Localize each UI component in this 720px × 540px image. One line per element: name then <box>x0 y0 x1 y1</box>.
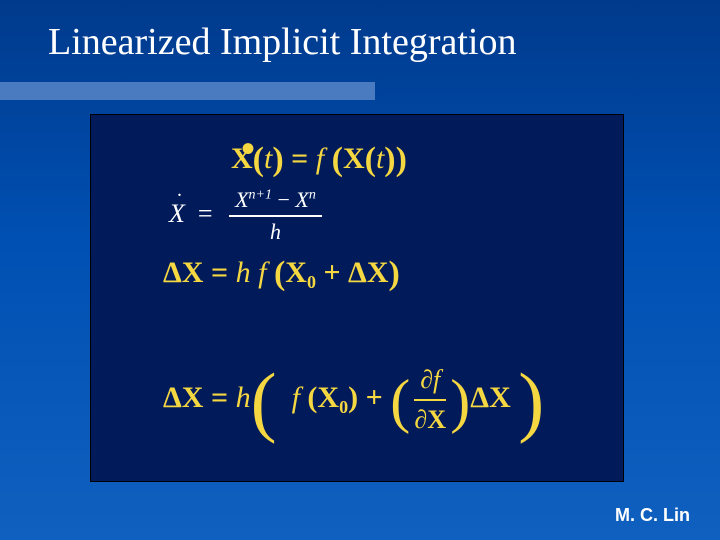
eq2-sup1: n+1 <box>249 188 272 203</box>
eq4-partial2: ∂ <box>414 405 427 434</box>
eq3-dX2: ΔX <box>348 256 388 289</box>
eq1-f: f <box>316 142 324 175</box>
eq4-h: h <box>236 381 251 414</box>
equation-box: • X(t) = f (X(t)) . X = Xn+1 − Xn h ΔX =… <box>90 114 624 482</box>
eq4-dX2: ΔX <box>470 381 510 414</box>
eq3-h: h <box>236 256 251 289</box>
eq3-sub0: 0 <box>307 272 316 292</box>
eq4-plus: + <box>366 381 383 414</box>
eq4-equals: = <box>211 381 228 414</box>
eq4-sub0: 0 <box>339 397 348 417</box>
eq1-X2: X <box>343 142 365 175</box>
eq2-Xn: X <box>295 187 308 212</box>
eq4-partial-fraction: ∂f ∂X <box>414 365 446 435</box>
eq2-sup2: n <box>309 188 316 203</box>
eq4-f2: f <box>433 365 440 394</box>
eq1-equals: = <box>291 142 308 175</box>
eq4-Xden: X <box>427 405 446 434</box>
eq2-den: h <box>229 217 322 245</box>
eq4-X0: X <box>317 381 339 414</box>
dot-icon: . <box>177 179 182 202</box>
eq2-equals: = <box>198 199 213 228</box>
eq4-dX: ΔX <box>163 381 203 414</box>
eq3-equals: = <box>211 256 228 289</box>
eq4-partial1: ∂ <box>420 365 433 394</box>
equation-4: ΔX = h( f (X0) + ( ∂f ∂X )ΔX ) <box>163 365 544 435</box>
eq3-dX: ΔX <box>163 256 203 289</box>
eq2-Xn1: X <box>235 187 248 212</box>
eq4-f: f <box>292 381 300 414</box>
eq2-X: X <box>169 199 185 228</box>
equation-2: . X = Xn+1 − Xn h <box>169 187 322 245</box>
eq3-f: f <box>258 256 266 289</box>
eq2-fraction: Xn+1 − Xn h <box>229 187 322 245</box>
slide-title: Linearized Implicit Integration <box>0 0 720 64</box>
equation-3: ΔX = h f (X0 + ΔX) <box>163 253 400 291</box>
footer-author: M. C. Lin <box>615 505 690 526</box>
eq3-plus: + <box>323 256 340 289</box>
title-underline <box>0 82 375 100</box>
eq3-X0: X <box>285 256 307 289</box>
eq2-minus: − <box>277 187 289 212</box>
equation-1: • X(t) = f (X(t)) <box>231 139 407 177</box>
